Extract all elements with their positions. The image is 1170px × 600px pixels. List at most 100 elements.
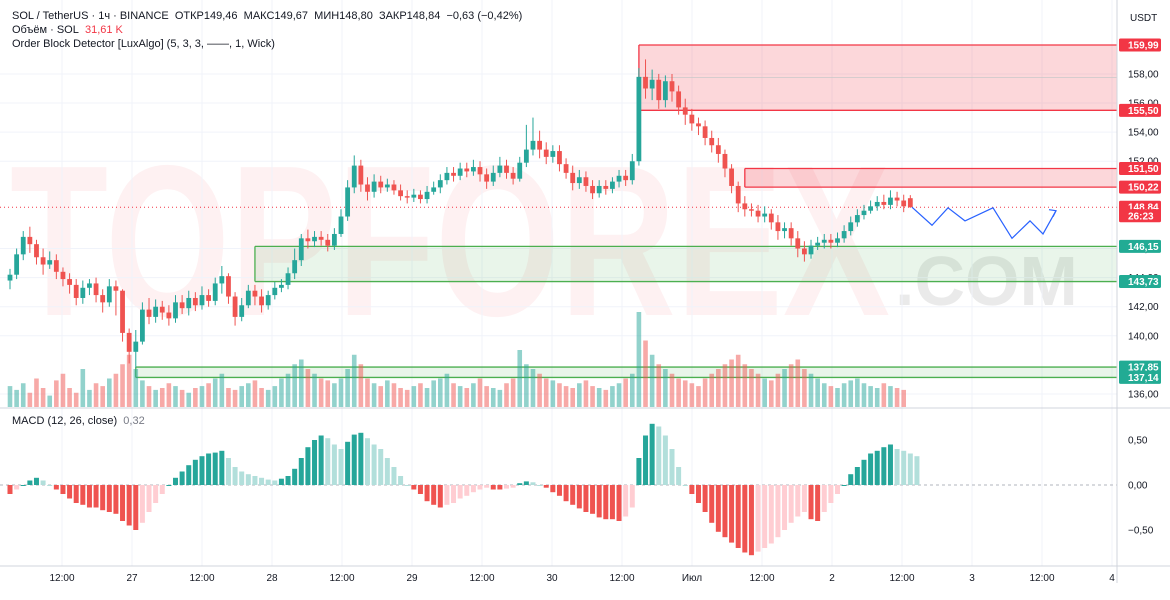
candle-body — [583, 177, 589, 186]
macd-bar — [364, 438, 370, 485]
volume-bar — [87, 389, 92, 407]
macd-bar — [411, 485, 417, 490]
candle-body — [901, 200, 907, 207]
order-block-zone — [744, 168, 1117, 188]
macd-bar — [484, 485, 490, 488]
macd-bar — [133, 485, 139, 530]
candle-body — [490, 172, 496, 182]
order-blocks — [135, 44, 1117, 379]
candle-body — [590, 185, 595, 194]
volume-bar — [7, 386, 13, 407]
volume-legend: Объём · SOL 31,61 K — [12, 24, 123, 36]
indicator-label[interactable]: Order Block Detector [LuxAlgo] (5, 3, 3,… — [12, 38, 275, 50]
macd-bar — [298, 458, 304, 485]
volume-bar — [636, 312, 642, 407]
candle-body — [199, 295, 205, 306]
candle-body — [749, 209, 754, 211]
volume-bar — [616, 383, 622, 407]
candle-body — [623, 175, 629, 181]
volume-bar — [298, 359, 304, 407]
volume-bar — [27, 392, 33, 407]
volume-bar — [246, 383, 251, 407]
symbol-name[interactable]: SOL / TetherUS · 1ч · BINANCE — [12, 10, 169, 22]
macd-bar — [7, 485, 13, 494]
time-axis-label: 12:00 — [749, 573, 774, 584]
volume-bar — [212, 378, 218, 407]
indicator-legend[interactable]: Order Block Detector [LuxAlgo] (5, 3, 3,… — [12, 38, 275, 50]
price-tick-label: 154,00 — [1128, 128, 1159, 139]
macd-legend[interactable]: MACD (12, 26, close) 0,32 — [12, 415, 145, 427]
candle-body — [563, 164, 569, 173]
macd-bar — [331, 444, 337, 485]
candle-body — [259, 296, 264, 306]
volume-bar — [828, 386, 834, 407]
candle-body — [510, 172, 516, 179]
candle-body — [689, 114, 695, 124]
candle-body — [47, 260, 53, 265]
volume-bar — [345, 369, 350, 407]
candle-body — [272, 287, 278, 296]
macd-bar — [219, 450, 225, 485]
candle-body — [80, 287, 86, 298]
volume-bar — [874, 388, 880, 407]
volume-bar — [140, 380, 145, 407]
candle-body — [186, 297, 192, 309]
volume-bar — [351, 354, 357, 407]
macd-bar — [643, 435, 649, 485]
candle-body — [517, 162, 523, 179]
time-axis-label: 2 — [829, 573, 835, 584]
macd-bar — [338, 449, 344, 485]
macd-bar — [100, 485, 106, 511]
candle-body — [14, 254, 20, 275]
volume-bar — [669, 373, 675, 407]
macd-bar — [914, 456, 920, 485]
volume-label[interactable]: Объём · SOL — [12, 24, 79, 36]
price-tag — [1119, 239, 1161, 253]
volume-bar — [881, 383, 887, 407]
volume-bar — [755, 373, 761, 407]
volume-bar — [782, 369, 787, 407]
volume-bar — [490, 388, 496, 407]
volume-bar — [120, 364, 125, 407]
macd-bar — [285, 476, 291, 485]
symbol-legend: SOL / TetherUS · 1ч · BINANCE ОТКР149,46… — [12, 10, 522, 22]
time-axis-label: 3 — [969, 573, 975, 584]
time-axis-label: 27 — [126, 573, 138, 584]
macd-label[interactable]: MACD (12, 26, close) — [12, 415, 118, 427]
candle-body — [841, 231, 847, 239]
macd-bar — [808, 485, 814, 520]
candle-body — [656, 79, 662, 101]
price-tag-label: 26:23 — [1128, 211, 1154, 222]
volume-bar — [358, 364, 364, 407]
macd-bar — [126, 485, 132, 526]
price-tag-label: 137,14 — [1128, 373, 1159, 384]
macd-bar — [457, 485, 463, 499]
candle-body — [120, 290, 125, 333]
volume-bar — [689, 383, 695, 407]
price-tag — [1119, 38, 1161, 52]
volume-bar — [325, 380, 331, 407]
candle-body — [676, 91, 682, 108]
macd-bar — [292, 468, 298, 485]
candle-body — [649, 79, 655, 89]
volume-bar — [524, 364, 529, 407]
price-tick-label: 136,00 — [1128, 390, 1159, 401]
candle-body — [484, 174, 490, 182]
candle-body — [212, 283, 218, 301]
volume-bar — [563, 386, 569, 407]
volume-bar — [332, 383, 337, 407]
volume-bar — [742, 364, 748, 407]
macd-bar — [894, 449, 900, 485]
time-axis[interactable]: 12:00 27 12:00 28 12:00 29 12:00 30 12:00 Июл 12:0… — [49, 573, 1115, 584]
volume-bar — [484, 386, 489, 407]
candle-body — [100, 295, 106, 303]
change-value: −0,63 (−0,42%) — [446, 10, 523, 22]
macd-bar — [689, 485, 695, 494]
candle-body — [67, 279, 72, 285]
macd-bar — [629, 485, 635, 508]
time-axis-label: Июл — [682, 573, 702, 584]
volume-bar — [179, 389, 185, 407]
macd-bar — [153, 485, 159, 503]
currency-label: USDT — [1130, 13, 1157, 24]
